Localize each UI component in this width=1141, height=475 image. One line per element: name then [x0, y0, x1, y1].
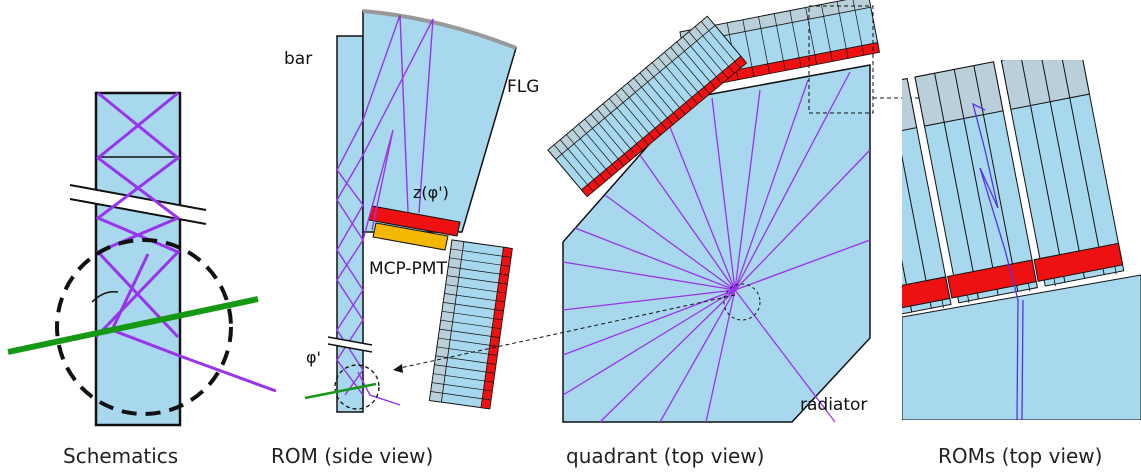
mcp-pmt-label: MCP-PMT: [369, 259, 447, 279]
rom-ray: [362, 129, 394, 241]
radiator-label: radiator: [800, 395, 867, 415]
roms-top-panel: [902, 60, 1141, 420]
caption-rom-side: ROM (side view): [271, 444, 433, 468]
zoom-ray: [972, 102, 1019, 420]
module-group-middle: [547, 15, 748, 198]
rom-pmt: [372, 222, 449, 251]
schematic-bar: [94, 91, 182, 427]
schematic-ray: [109, 253, 277, 393]
zoom-sensor: [947, 259, 1037, 299]
quadrant-panel: radiator: [393, 0, 968, 423]
schematic-angle-arc: [91, 290, 119, 303]
flg-mirror: [362, 9, 517, 50]
schematic-ray: [95, 91, 181, 339]
phi-label: φ': [306, 348, 321, 367]
zoom-ray: [1021, 299, 1024, 420]
zoom-module: [914, 61, 1038, 304]
rom-cut-line: [327, 343, 373, 353]
schematics-panel: [7, 91, 277, 427]
schematic-dashed-circle: [55, 238, 233, 416]
zoom-module: [902, 77, 952, 321]
zoom-modules: [902, 60, 1125, 321]
rom-bar: [336, 35, 364, 413]
bar-label: bar: [284, 49, 312, 69]
rom-bar-ray: [336, 119, 364, 396]
caption-roms-top: ROMs (top view): [938, 444, 1102, 468]
rom-track: [304, 382, 377, 400]
detail-arrow: [399, 294, 736, 369]
schematic-track: [7, 296, 259, 355]
z-phi-label: z(φ'): [413, 183, 449, 202]
rom-cut-gap: [328, 337, 372, 352]
rom-cut-line: [327, 336, 373, 346]
flg-label: FLG: [507, 77, 539, 97]
schematic-cut-line: [69, 184, 207, 211]
zoom-module: [1000, 60, 1125, 287]
rom-ray: [362, 14, 409, 213]
schematic-cut-line: [69, 198, 207, 225]
zoom-sensor: [1033, 242, 1124, 282]
caption-schematics: Schematics: [63, 444, 178, 468]
rom-ray: [362, 18, 434, 214]
detail-arrowhead: [393, 364, 403, 373]
rom-dashed-circle: [334, 364, 380, 410]
zoom-box: [808, 5, 874, 114]
quadrant-rays: [562, 71, 871, 423]
rom-bar-ray: [357, 371, 401, 406]
caption-quadrant: quadrant (top view): [566, 444, 764, 468]
quadrant-dashed-circle: [723, 283, 761, 321]
module-group-left: [428, 239, 513, 410]
zoom-radiator: [902, 274, 1141, 420]
zoom-sensor: [902, 276, 951, 316]
rom-bar-ray: [336, 154, 364, 396]
schematic-ray: [94, 91, 181, 339]
rom-side-panel: bar FLG z(φ') MCP-PMT φ': [284, 9, 539, 413]
